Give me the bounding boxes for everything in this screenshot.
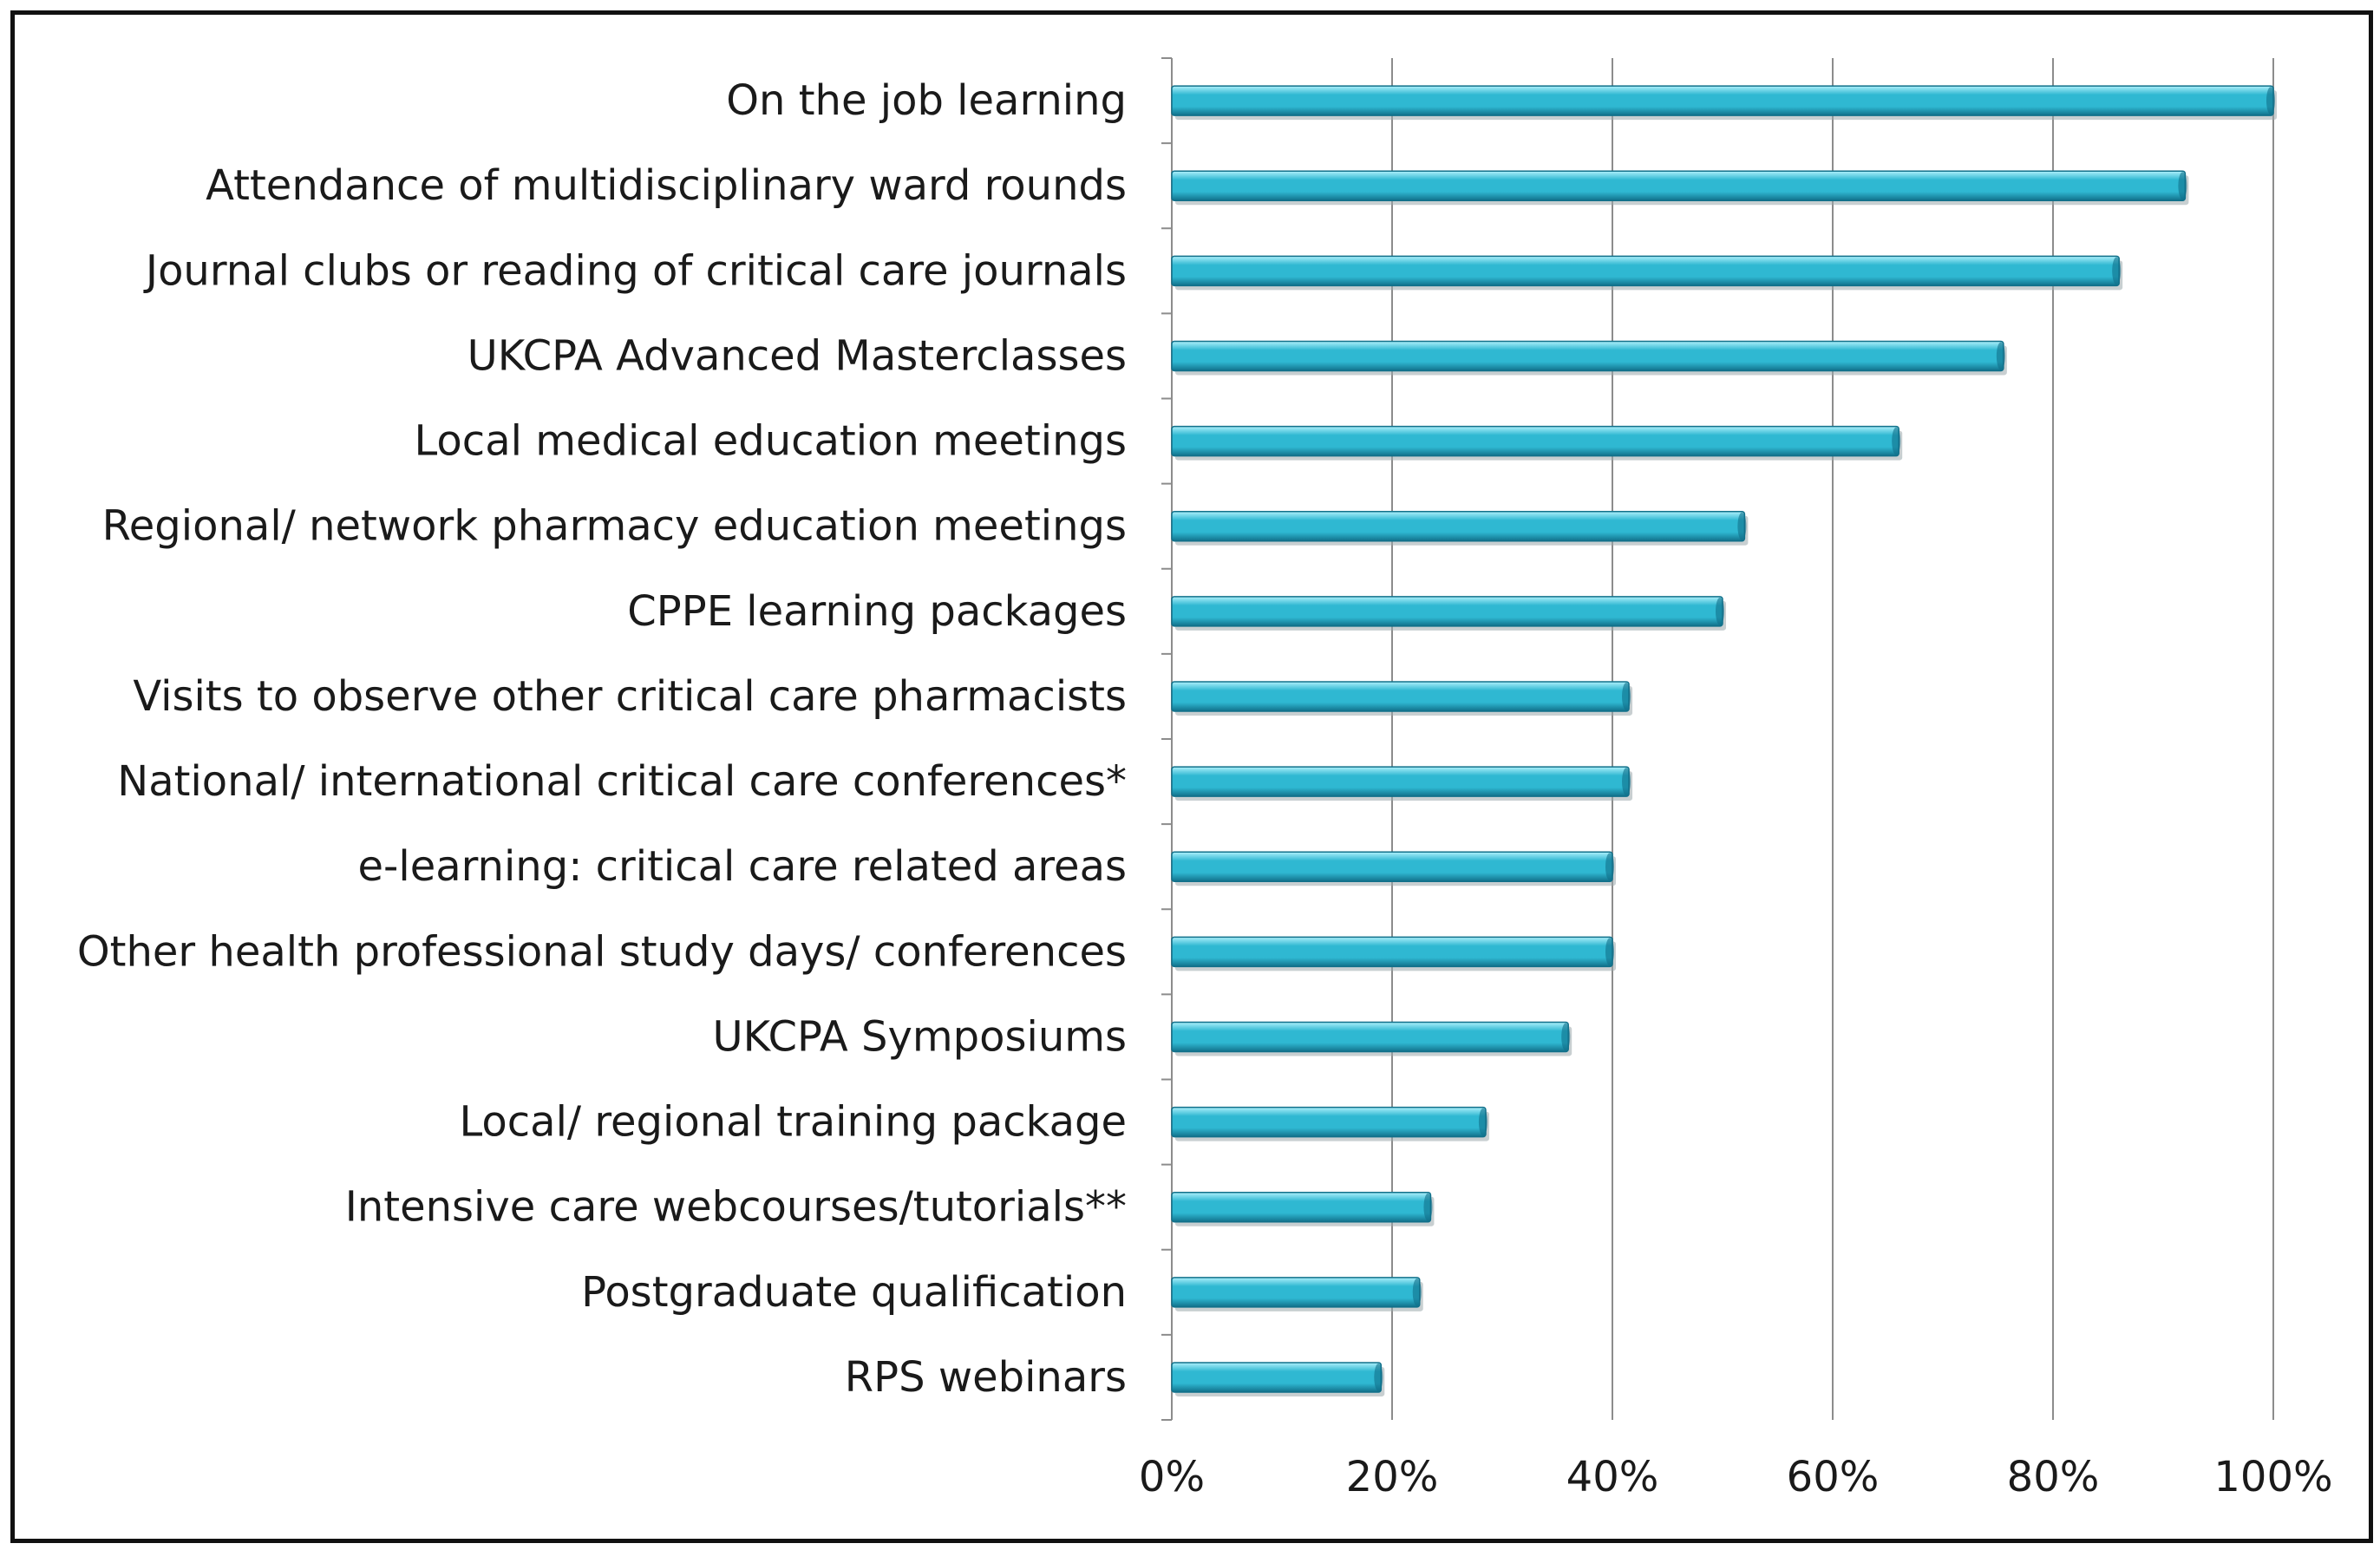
bar bbox=[1171, 510, 1746, 542]
bar bbox=[1171, 85, 2274, 116]
chart-frame: On the job learning Attendance of multidi… bbox=[10, 10, 2373, 1543]
bar bbox=[1171, 425, 1899, 457]
category-label: Local/ regional training package bbox=[460, 1098, 1128, 1147]
bar bbox=[1171, 936, 1613, 968]
bar-end-cap bbox=[1622, 768, 1631, 796]
bar-chart: On the job learning Attendance of multidi… bbox=[77, 57, 2333, 1501]
bar bbox=[1171, 596, 1723, 627]
category-label: Postgraduate qualification bbox=[581, 1268, 1127, 1317]
x-tick-label: 100% bbox=[2213, 1453, 2332, 1501]
bar-end-cap bbox=[1423, 1193, 1433, 1221]
bar-end-cap bbox=[1412, 1278, 1422, 1306]
bars bbox=[1171, 85, 2277, 1396]
bar-end-cap bbox=[2266, 87, 2275, 115]
x-tick-label: 60% bbox=[1787, 1453, 1880, 1501]
y-axis bbox=[1161, 57, 1173, 1421]
category-labels: On the job learning Attendance of multidi… bbox=[77, 76, 1127, 1402]
bar bbox=[1171, 1191, 1432, 1223]
bar-end-cap bbox=[1716, 597, 1724, 625]
category-label: Intensive care webcourses/tutorials** bbox=[345, 1183, 1127, 1232]
bar bbox=[1171, 681, 1630, 712]
bar-end-cap bbox=[1622, 682, 1631, 710]
category-label: On the job learning bbox=[726, 76, 1127, 125]
bar-end-cap bbox=[1605, 853, 1614, 881]
x-tick-label: 40% bbox=[1566, 1453, 1659, 1501]
x-tick-labels: 0% 20% 40% 60% 80% 100% bbox=[1139, 1453, 2333, 1501]
bar bbox=[1171, 340, 2004, 372]
category-label: Visits to observe other critical care ph… bbox=[133, 672, 1127, 721]
bar bbox=[1171, 851, 1613, 882]
category-label: Journal clubs or reading of critical car… bbox=[143, 246, 1127, 295]
x-tick-label: 20% bbox=[1346, 1453, 1439, 1501]
bar-end-cap bbox=[2178, 172, 2187, 200]
category-label: CPPE learning packages bbox=[627, 587, 1127, 636]
category-label: Regional/ network pharmacy education mee… bbox=[102, 502, 1127, 551]
bar bbox=[1171, 1021, 1569, 1053]
bar-end-cap bbox=[1737, 512, 1747, 540]
x-tick-label: 0% bbox=[1139, 1453, 1205, 1501]
category-label: UKCPA Advanced Masterclasses bbox=[468, 331, 1127, 380]
bar-end-cap bbox=[1605, 938, 1614, 966]
bar-end-cap bbox=[1892, 427, 1901, 455]
x-tick-label: 80% bbox=[2007, 1453, 2100, 1501]
bar bbox=[1171, 766, 1630, 797]
category-label: RPS webinars bbox=[845, 1353, 1127, 1402]
category-label: National/ international critical care co… bbox=[117, 757, 1127, 806]
category-label: e-learning: critical care related areas bbox=[358, 842, 1127, 891]
bar-end-cap bbox=[1561, 1023, 1571, 1051]
bar bbox=[1171, 1277, 1421, 1308]
bar bbox=[1171, 255, 2120, 287]
bar-end-cap bbox=[1996, 342, 2005, 370]
bar bbox=[1171, 1362, 1383, 1393]
bar bbox=[1171, 1106, 1487, 1138]
category-label: UKCPA Symposiums bbox=[713, 1012, 1127, 1061]
bar-end-cap bbox=[1374, 1363, 1383, 1391]
bar bbox=[1171, 170, 2187, 201]
category-label: Attendance of multidisciplinary ward rou… bbox=[206, 161, 1127, 210]
bar-end-cap bbox=[2112, 257, 2122, 285]
category-label: Other health professional study days/ co… bbox=[77, 927, 1127, 976]
category-label: Local medical education meetings bbox=[415, 417, 1127, 466]
bar-end-cap bbox=[1478, 1108, 1488, 1136]
